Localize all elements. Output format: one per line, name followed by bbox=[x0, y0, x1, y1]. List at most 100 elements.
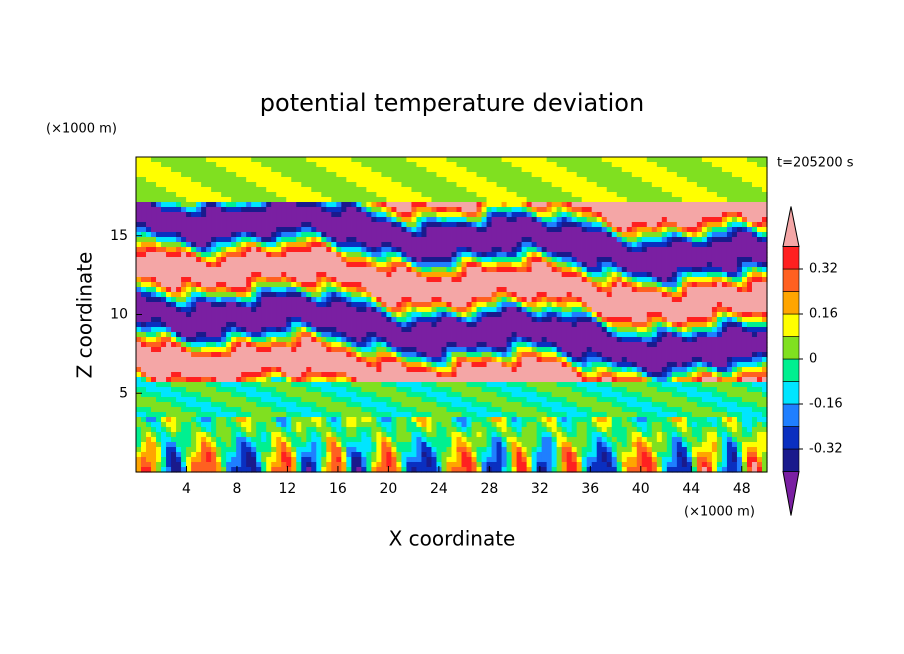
field-cell bbox=[496, 287, 503, 293]
field-cell bbox=[541, 312, 548, 318]
field-cell bbox=[546, 167, 553, 173]
field-cell bbox=[666, 347, 673, 353]
field-cell bbox=[386, 322, 393, 328]
field-cell bbox=[446, 307, 453, 313]
field-cell bbox=[146, 282, 152, 288]
field-cell bbox=[231, 267, 237, 273]
field-cell bbox=[536, 212, 543, 218]
field-cell bbox=[206, 337, 212, 343]
field-cell bbox=[366, 282, 372, 288]
field-cell bbox=[566, 162, 573, 168]
field-cell bbox=[526, 342, 533, 348]
field-cell bbox=[631, 322, 638, 328]
field-cell bbox=[356, 337, 362, 343]
field-cell bbox=[531, 302, 538, 308]
field-cell bbox=[141, 197, 147, 203]
field-cell bbox=[231, 272, 237, 278]
field-cell bbox=[281, 292, 287, 298]
field-cell bbox=[321, 327, 327, 333]
field-cell bbox=[491, 182, 498, 188]
field-cell bbox=[676, 337, 683, 343]
field-cell bbox=[166, 347, 172, 353]
field-cell bbox=[706, 342, 713, 348]
field-cell bbox=[606, 252, 613, 258]
field-cell bbox=[401, 242, 408, 248]
field-cell bbox=[506, 252, 513, 258]
field-cell bbox=[516, 252, 523, 258]
field-cell bbox=[581, 172, 588, 178]
field-cell bbox=[356, 177, 362, 183]
field-cell bbox=[611, 197, 618, 203]
field-cell bbox=[631, 287, 638, 293]
field-cell bbox=[406, 197, 413, 203]
field-cell bbox=[586, 217, 593, 223]
field-cell bbox=[236, 252, 242, 258]
field-cell bbox=[631, 337, 638, 343]
field-cell bbox=[271, 202, 277, 208]
field-cell bbox=[326, 267, 332, 273]
field-cell bbox=[636, 252, 643, 258]
field-cell bbox=[616, 232, 623, 238]
field-cell bbox=[416, 352, 423, 358]
field-cell bbox=[191, 257, 197, 263]
field-cell bbox=[206, 207, 212, 213]
field-cell bbox=[656, 222, 663, 228]
field-cell bbox=[701, 187, 708, 193]
field-cell bbox=[426, 332, 433, 338]
field-cell bbox=[166, 177, 172, 183]
field-cell bbox=[556, 292, 563, 298]
field-cell bbox=[141, 312, 147, 318]
field-cell bbox=[266, 182, 272, 188]
field-cell bbox=[436, 277, 443, 283]
field-cell bbox=[621, 267, 628, 273]
field-cell bbox=[156, 352, 162, 358]
field-cell bbox=[696, 192, 703, 198]
field-cell bbox=[411, 187, 418, 193]
field-cell bbox=[366, 167, 372, 173]
field-cell bbox=[306, 272, 312, 278]
field-cell bbox=[351, 352, 357, 358]
field-cell bbox=[726, 322, 733, 328]
field-cell bbox=[276, 187, 282, 193]
field-cell bbox=[596, 312, 603, 318]
field-cell bbox=[431, 237, 438, 243]
field-cell bbox=[306, 327, 312, 333]
field-cell bbox=[736, 237, 743, 243]
field-cell bbox=[641, 252, 648, 258]
field-cell bbox=[371, 332, 377, 338]
field-cell bbox=[551, 242, 558, 248]
field-cell bbox=[586, 222, 593, 228]
field-cell bbox=[166, 262, 172, 268]
field-cell bbox=[516, 287, 523, 293]
field-cell bbox=[526, 202, 533, 208]
field-cell bbox=[496, 222, 503, 228]
field-cell bbox=[141, 352, 147, 358]
field-cell bbox=[276, 297, 282, 303]
field-cell bbox=[366, 297, 372, 303]
field-cell bbox=[676, 187, 683, 193]
field-cell bbox=[236, 177, 242, 183]
field-cell bbox=[696, 282, 703, 288]
field-cell bbox=[646, 187, 653, 193]
field-cell bbox=[761, 337, 768, 343]
field-cell bbox=[341, 232, 347, 238]
field-cell bbox=[361, 167, 367, 173]
field-cell bbox=[656, 257, 663, 263]
field-cell bbox=[301, 297, 307, 303]
field-cell bbox=[366, 352, 372, 358]
field-cell bbox=[741, 252, 748, 258]
field-cell bbox=[641, 187, 648, 193]
field-cell bbox=[671, 202, 678, 208]
field-cell bbox=[651, 227, 658, 233]
field-cell bbox=[141, 302, 147, 308]
field-cell bbox=[556, 207, 563, 213]
field-cell bbox=[236, 227, 242, 233]
field-cell bbox=[181, 252, 187, 258]
field-cell bbox=[586, 227, 593, 233]
field-cell bbox=[406, 222, 413, 228]
field-cell bbox=[366, 322, 372, 328]
field-cell bbox=[281, 177, 287, 183]
field-cell bbox=[446, 327, 453, 333]
field-cell bbox=[666, 292, 673, 298]
field-cell bbox=[471, 167, 478, 173]
